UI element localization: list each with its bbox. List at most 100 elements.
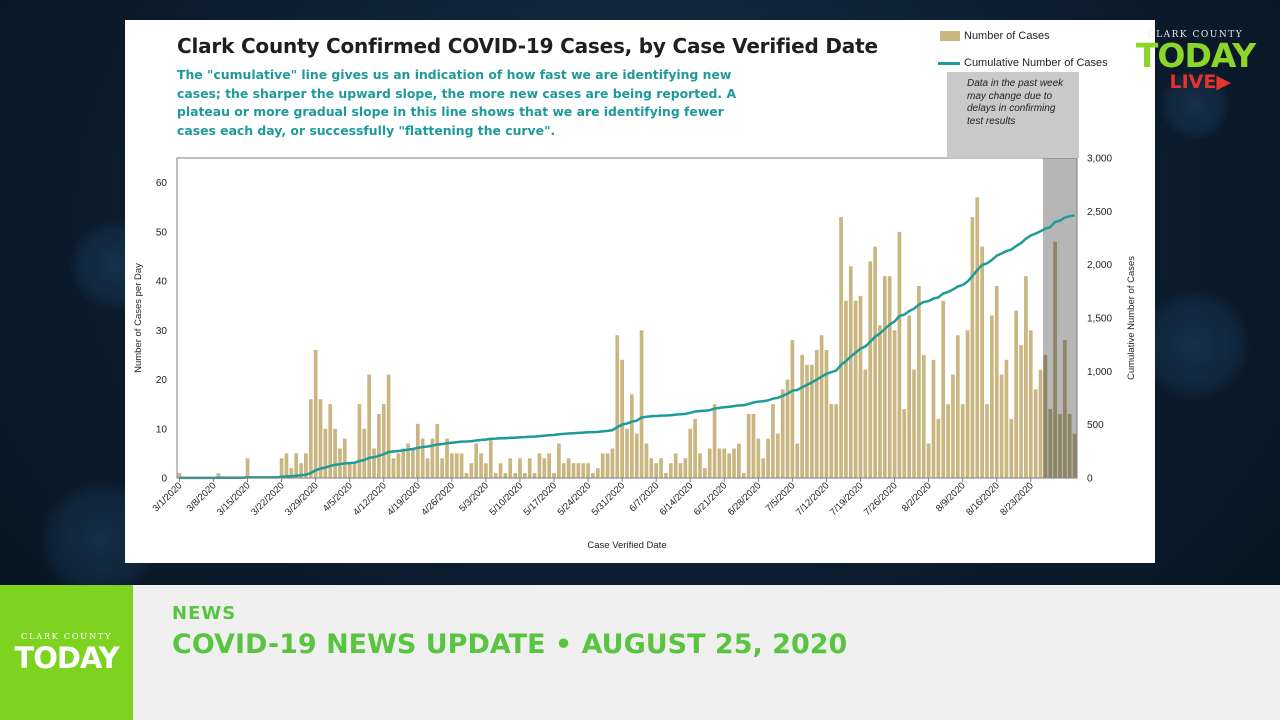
bar [299,463,303,478]
bar [902,409,907,478]
bar [668,463,673,478]
bar [527,458,532,478]
bar [415,423,420,478]
y-tick-left: 40 [156,277,168,288]
bar [557,443,561,478]
bar [955,335,960,478]
bar [882,276,887,478]
bar [814,350,819,478]
bar [853,300,858,478]
bar [897,231,902,478]
bar [304,453,308,478]
bar [1024,276,1028,478]
bar [279,458,284,478]
bar [518,458,522,478]
legend-bar-swatch [940,31,960,41]
y-tick-right: 0 [1087,474,1093,485]
bar [795,443,800,478]
x-tick-label: 4/26/2020 [419,480,457,518]
bar [639,330,644,478]
bar [649,458,654,478]
bar [513,473,517,478]
x-tick-label: 3/1/2020 [151,480,185,514]
bar [673,453,678,478]
bar [936,418,941,478]
bar [610,448,615,478]
bar [800,354,804,478]
bar [698,453,702,478]
y-tick-right: 1,000 [1087,367,1112,378]
bar [1043,354,1048,478]
bar [605,453,610,478]
bar [396,453,401,478]
bar [411,448,415,478]
x-tick-label: 7/19/2020 [828,480,866,518]
virus-decoration [1160,70,1230,140]
bar [532,473,537,478]
bar [503,473,508,478]
bar [313,350,318,478]
bar [960,404,965,478]
virus-decoration [1140,290,1250,400]
bar [892,330,897,478]
lower-logo-today-text: TODAY [14,641,119,675]
news-category: NEWS [172,603,237,624]
play-icon: ▶ [1216,71,1231,93]
x-tick-label: 4/5/2020 [321,480,355,514]
x-tick-label: 8/16/2020 [964,480,1002,518]
bar [1062,340,1067,478]
bar [737,443,741,478]
x-tick-label: 5/3/2020 [457,480,491,514]
bar [917,286,921,478]
lower-logo-county-text: CLARK COUNTY [20,632,113,642]
bar [469,463,474,478]
news-headline: COVID-19 NEWS UPDATE • AUGUST 25, 2020 [172,629,848,660]
bar [907,315,912,478]
bar [771,404,775,478]
clark-county-today-live-logo: CLARK COUNTY TODAY LIVE▶ [1128,30,1263,105]
bar [620,359,624,478]
bar [357,404,362,478]
bar [284,453,289,478]
y-tick-right: 500 [1087,420,1104,431]
bar [1048,409,1053,478]
x-tick-label: 5/31/2020 [590,480,628,518]
bar [887,276,892,478]
bar [732,448,736,478]
bar [333,428,337,478]
bar [547,453,552,478]
bar [970,217,975,479]
x-tick-label: 3/29/2020 [283,480,321,518]
right-axis: 0 500 1,000 1,500 2,000 2,500 3,000 [1087,154,1112,485]
bar [435,423,440,478]
bar [722,448,727,478]
bar [595,468,600,478]
bar [761,458,766,478]
y-tick-right: 2,000 [1087,260,1112,271]
bar [858,295,863,478]
bars-group [177,197,1077,479]
bar [1014,310,1019,478]
bar [542,458,547,478]
bar [245,458,250,478]
logo-live-text: LIVE▶ [1169,71,1232,93]
y-tick-left: 30 [156,326,168,337]
bar [1033,389,1038,478]
bar [450,453,454,478]
bar [780,389,785,478]
bar [926,443,931,478]
bar [868,261,873,478]
bar [386,374,391,478]
x-tick-label: 6/21/2020 [692,480,730,518]
bar [664,473,668,478]
bar [289,468,294,478]
legend-label-cases: Number of Cases [964,30,1050,42]
bar [683,458,688,478]
y-tick-right: 3,000 [1087,154,1112,165]
logo-county-text: CLARK COUNTY [1147,30,1244,40]
bar [581,463,586,478]
x-tick-label: 8/23/2020 [998,480,1036,518]
bar [824,350,829,478]
bar [1067,414,1072,478]
bar [591,473,595,478]
